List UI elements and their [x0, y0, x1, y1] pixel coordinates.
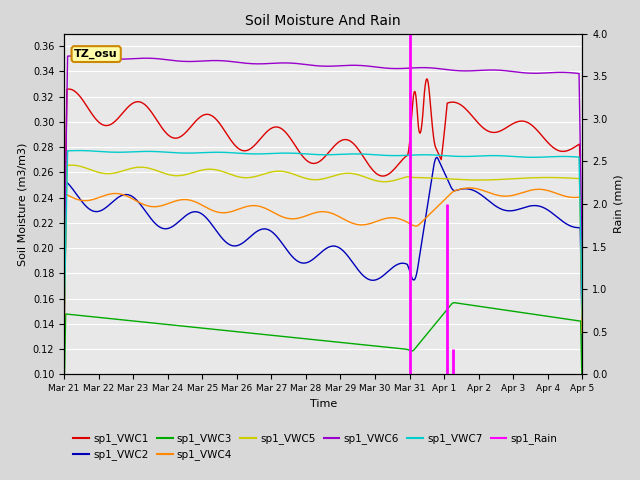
- Y-axis label: Rain (mm): Rain (mm): [613, 175, 623, 233]
- Text: TZ_osu: TZ_osu: [74, 49, 118, 59]
- Y-axis label: Soil Moisture (m3/m3): Soil Moisture (m3/m3): [17, 142, 27, 266]
- X-axis label: Time: Time: [310, 399, 337, 408]
- Legend: sp1_VWC1, sp1_VWC2, sp1_VWC3, sp1_VWC4, sp1_VWC5, sp1_VWC6, sp1_VWC7, sp1_Rain: sp1_VWC1, sp1_VWC2, sp1_VWC3, sp1_VWC4, …: [69, 429, 562, 465]
- Title: Soil Moisture And Rain: Soil Moisture And Rain: [245, 14, 401, 28]
